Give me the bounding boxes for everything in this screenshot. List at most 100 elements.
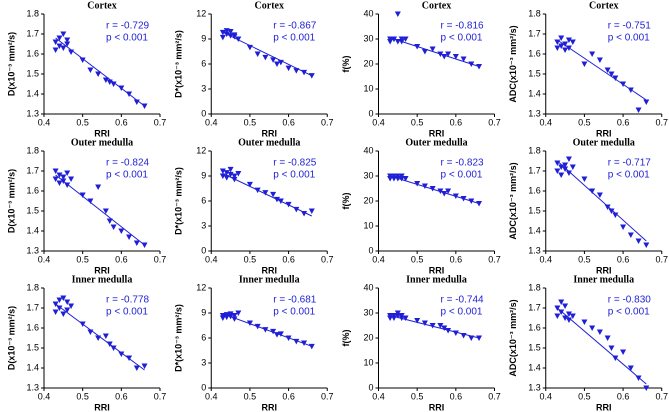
y-axis-label: ADC(x10⁻³ mm²/s) xyxy=(508,25,518,102)
x-tick-label: 0.6 xyxy=(115,117,128,127)
x-tick-label: 0.5 xyxy=(411,254,424,264)
x-tick-label: 0.7 xyxy=(655,391,668,401)
y-tick-label: 1.5 xyxy=(528,205,541,215)
point xyxy=(554,39,561,45)
panel-title: Inner medulla xyxy=(406,274,467,285)
y-axis-label: D*(x10⁻³ mm²/s) xyxy=(174,304,184,372)
point xyxy=(565,170,572,176)
x-tick-label: 0.5 xyxy=(411,117,424,127)
panel-title: Cortex xyxy=(87,0,116,11)
y-tick-label: 1.4 xyxy=(26,88,39,98)
annotation: r = -0.824 xyxy=(106,158,150,169)
point xyxy=(387,39,394,45)
y-tick-label: 3 xyxy=(201,357,206,367)
x-axis-label: RRI xyxy=(429,265,445,275)
point xyxy=(102,333,109,339)
point xyxy=(635,107,642,113)
point xyxy=(437,51,444,57)
point xyxy=(589,51,596,57)
annotation: p < 0.001 xyxy=(608,307,650,318)
point xyxy=(277,331,284,337)
point xyxy=(558,35,565,41)
point xyxy=(64,170,71,176)
panel: Inner medulla 0.4 0.5 0.6 0.7 0 3 6 9 12 RRI D*(x10… xyxy=(174,274,334,412)
point xyxy=(79,57,86,63)
point xyxy=(273,332,280,338)
point xyxy=(394,11,401,17)
point xyxy=(562,41,569,47)
point xyxy=(460,56,467,62)
x-axis-label: RRI xyxy=(596,265,612,275)
point xyxy=(421,49,428,55)
point xyxy=(64,299,71,305)
annotation: r = -0.778 xyxy=(106,295,150,306)
x-tick-label: 0.4 xyxy=(38,254,51,264)
panel-title: Outer medulla xyxy=(71,137,133,148)
point xyxy=(554,160,561,166)
point xyxy=(429,46,436,52)
point xyxy=(390,176,397,182)
annotation: r = -0.823 xyxy=(441,158,485,169)
point xyxy=(387,315,394,321)
point xyxy=(565,156,572,162)
point xyxy=(262,54,269,61)
x-tick-label: 0.4 xyxy=(205,254,218,264)
trend-line xyxy=(389,315,480,339)
point xyxy=(414,318,421,324)
x-tick-label: 0.6 xyxy=(282,254,295,264)
x-tick-label: 0.6 xyxy=(617,117,630,127)
annotation: p < 0.001 xyxy=(106,307,148,318)
y-tick-label: 20 xyxy=(363,58,373,68)
point xyxy=(612,75,619,81)
point xyxy=(95,184,102,190)
y-tick-label: 6 xyxy=(201,58,206,68)
point xyxy=(620,224,627,230)
point xyxy=(277,198,284,204)
trend-line xyxy=(557,307,647,385)
x-axis-label: RRI xyxy=(262,402,278,412)
panel: Inner medulla 0.4 0.5 0.6 0.7 1.3 1.4 1.5 1.6 1.7… xyxy=(6,274,166,412)
point xyxy=(468,198,475,204)
y-tick-label: 40 xyxy=(363,8,373,18)
x-tick-label: 0.7 xyxy=(154,117,167,127)
y-tick-label: 1.7 xyxy=(528,165,541,175)
x-axis-label: RRI xyxy=(429,402,445,412)
y-axis-label: f(%) xyxy=(341,330,351,347)
point xyxy=(437,188,444,194)
point xyxy=(235,310,242,316)
x-tick-label: 0.5 xyxy=(76,117,89,127)
point xyxy=(110,81,117,87)
point xyxy=(558,172,565,178)
point xyxy=(608,345,615,351)
point xyxy=(246,44,253,51)
x-tick-label: 0.6 xyxy=(450,254,463,264)
point xyxy=(441,54,448,60)
x-tick-label: 0.4 xyxy=(38,391,51,401)
point xyxy=(612,212,619,218)
y-tick-label: 30 xyxy=(363,170,373,180)
point xyxy=(270,57,277,63)
point xyxy=(565,317,572,323)
trend-line xyxy=(557,160,647,242)
y-axis-label: D(x10⁻³ mm²/s) xyxy=(6,32,16,96)
point xyxy=(604,204,611,210)
point xyxy=(387,176,394,182)
y-axis-label: ADC(x10⁻³ mm²/s) xyxy=(508,299,518,376)
y-tick-label: 6 xyxy=(201,195,206,205)
point xyxy=(608,71,615,77)
panel-title: Cortex xyxy=(422,0,451,11)
trend-line xyxy=(557,39,647,101)
x-axis-label: RRI xyxy=(262,128,278,138)
point xyxy=(219,168,226,174)
point xyxy=(246,181,253,188)
point xyxy=(581,176,588,182)
point xyxy=(227,171,234,178)
point xyxy=(390,36,397,42)
point xyxy=(608,208,615,214)
point xyxy=(246,320,253,326)
point xyxy=(398,313,405,319)
point xyxy=(223,170,230,176)
point xyxy=(437,323,444,329)
point xyxy=(68,303,75,309)
point xyxy=(565,311,572,317)
